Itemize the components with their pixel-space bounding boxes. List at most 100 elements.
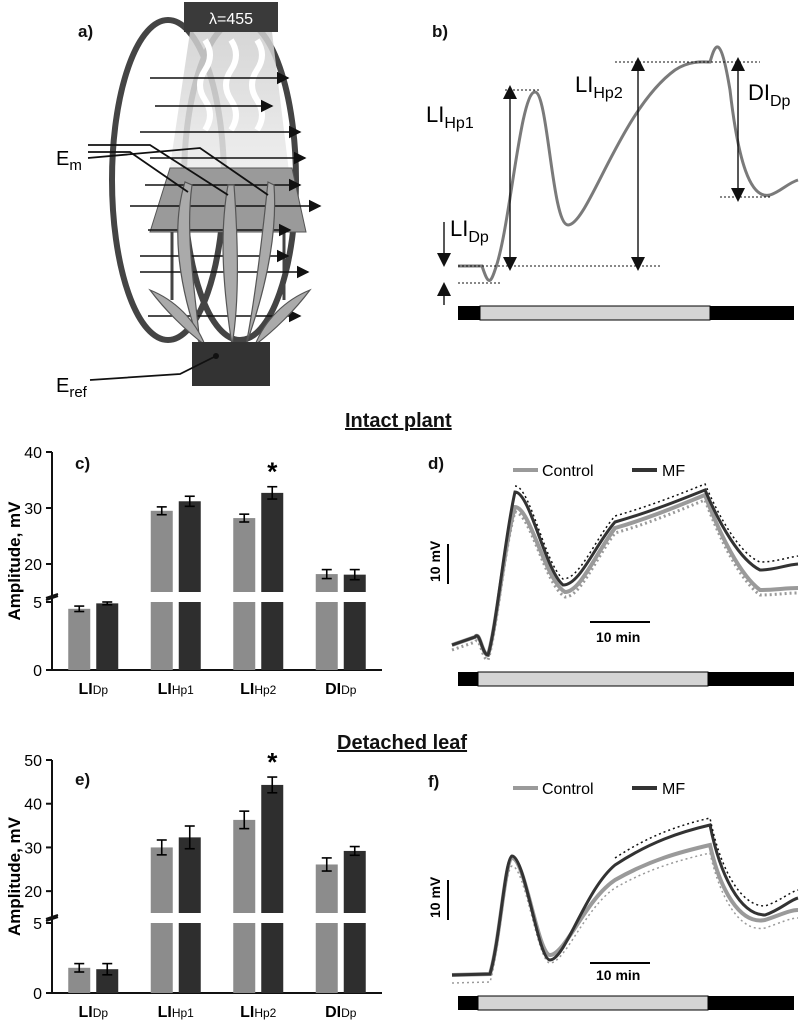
panel-c-bar-chart: c) 0 5 20 30 40 Amplitude, mV LIDp LIHp1 LIHp2 * D… <box>0 430 420 720</box>
light-bar-dark-end <box>710 306 794 320</box>
lamp-housing <box>184 2 278 32</box>
bar-upper <box>150 510 173 592</box>
panel-a-illustration: a) λ=455 <box>0 0 330 401</box>
y-tick-label: 5 <box>33 916 42 933</box>
bar <box>343 602 366 670</box>
x-tick-label: LIHp1 <box>158 1004 195 1021</box>
trace-mf <box>451 488 799 657</box>
light-bar-d <box>477 671 709 687</box>
panel-d-traces: d) Control MF 10 mV 10 min <box>420 440 800 700</box>
bar <box>68 608 91 670</box>
bar <box>343 923 366 993</box>
legend-control-f: Control <box>542 781 594 798</box>
x-tick-label: LIHp1 <box>158 681 195 698</box>
axis-break-mark-high <box>45 593 59 599</box>
scale-label-voltage: 10 mV <box>427 540 443 582</box>
bar <box>178 923 201 993</box>
bar <box>261 923 284 993</box>
y-tick-label: 30 <box>24 501 42 518</box>
x-tick-label-main: LI <box>158 1004 172 1021</box>
panel-f-traces: f) Control MF 10 mV 10 min <box>420 760 800 1024</box>
y-tick-label: 20 <box>24 884 42 901</box>
panel-c-label: c) <box>75 454 91 473</box>
x-tick-label-main: DI <box>325 681 341 698</box>
panel-f-label: f) <box>428 772 440 791</box>
legend-mf: MF <box>662 463 685 480</box>
legend-mf-f: MF <box>662 781 685 798</box>
measuring-electrode-label: Em <box>56 148 82 174</box>
bar <box>233 923 256 993</box>
x-tick-label-sub: Hp2 <box>254 683 276 697</box>
x-tick-label-sub: Dp <box>341 683 357 697</box>
panel-e-bar-chart: e) 0 5 20 30 40 50 Amplitude, mV LIDp LIHp1 LIHp2… <box>0 747 420 1024</box>
plant-chamber-illustration: λ=455 <box>56 2 322 401</box>
y-tick-label: 20 <box>24 557 42 574</box>
significance-marker: * <box>267 457 278 487</box>
light-bar-dark-start <box>458 306 480 320</box>
y-axis-label: Amplitude, mV <box>5 816 24 936</box>
y-tick-label: 40 <box>24 797 42 814</box>
trace-mf-f <box>451 823 799 977</box>
panel-d-label: d) <box>428 454 445 473</box>
x-tick-label: LIDp <box>78 681 108 698</box>
bar-upper <box>178 837 201 913</box>
x-tick-label-main: LI <box>240 681 254 698</box>
bar <box>233 602 256 670</box>
bar-upper <box>343 850 366 913</box>
y-tick-label: 50 <box>24 753 42 770</box>
bar-upper <box>261 784 284 913</box>
x-tick-label: DIDp <box>325 1004 357 1021</box>
x-tick-label-main: LI <box>158 681 172 698</box>
panel-b-label: b) <box>432 22 449 41</box>
bar-upper <box>343 574 366 592</box>
scale-label-voltage-f: 10 mV <box>427 876 443 918</box>
reference-electrode-label: Eref <box>56 375 88 400</box>
y-tick-label: 0 <box>33 663 42 680</box>
measuring-electrode-wires <box>87 144 269 196</box>
schematic-trace: LIHp1 LIHp2 DIDp LIDp <box>426 45 799 321</box>
x-tick-label-sub: Hp1 <box>172 683 194 697</box>
bar-upper <box>261 492 284 592</box>
x-tick-label-sub: Hp2 <box>254 1006 276 1020</box>
trace-plot-detached: Control MF 10 mV 10 min <box>427 781 799 1011</box>
label-DI-Dp: DIDp <box>748 80 791 110</box>
lamp-wavelength-label: λ=455 <box>209 11 253 28</box>
x-tick-label: DIDp <box>325 681 357 698</box>
y-tick-label: 40 <box>24 445 42 462</box>
trace-control-f <box>451 842 799 977</box>
bar <box>150 602 173 670</box>
x-tick-label-sub: Hp1 <box>172 1006 194 1020</box>
y-tick-label: 30 <box>24 840 42 857</box>
light-bar-f <box>477 995 709 1011</box>
bar-upper <box>150 847 173 913</box>
x-tick-label-main: LI <box>78 1004 92 1021</box>
bar <box>178 602 201 670</box>
wheat-leaves <box>148 181 312 347</box>
axis-break-mark-high <box>45 914 59 920</box>
trace-plot-intact: Control MF 10 mV 10 min <box>427 463 799 687</box>
x-tick-label-sub: Dp <box>341 1006 357 1020</box>
section-title-intact: Intact plant <box>345 410 452 432</box>
x-tick-label-sub: Dp <box>93 1006 109 1020</box>
bar <box>96 969 119 993</box>
section-title-detached: Detached leaf <box>337 732 468 754</box>
bar-upper <box>315 574 338 592</box>
bar-upper <box>233 819 256 913</box>
bar-upper <box>315 864 338 913</box>
x-tick-label: LIDp <box>78 1004 108 1021</box>
bar <box>315 923 338 993</box>
x-tick-label-main: LI <box>240 1004 254 1021</box>
bar-upper <box>178 501 201 592</box>
panel-b-schematic: b) LIHp1 LIHp2 DIDp LIDp <box>420 0 800 330</box>
x-tick-label: LIHp2 <box>240 1004 277 1021</box>
axis-break-mark-low <box>45 595 59 601</box>
panel-a-label: a) <box>78 22 94 41</box>
light-bar-illumination <box>479 305 711 321</box>
axis-break-mark-low <box>45 916 59 922</box>
x-tick-label: LIHp2 <box>240 681 277 698</box>
label-LI-Dp: LIDp <box>450 216 489 246</box>
legend-control: Control <box>542 463 594 480</box>
bar <box>150 923 173 993</box>
